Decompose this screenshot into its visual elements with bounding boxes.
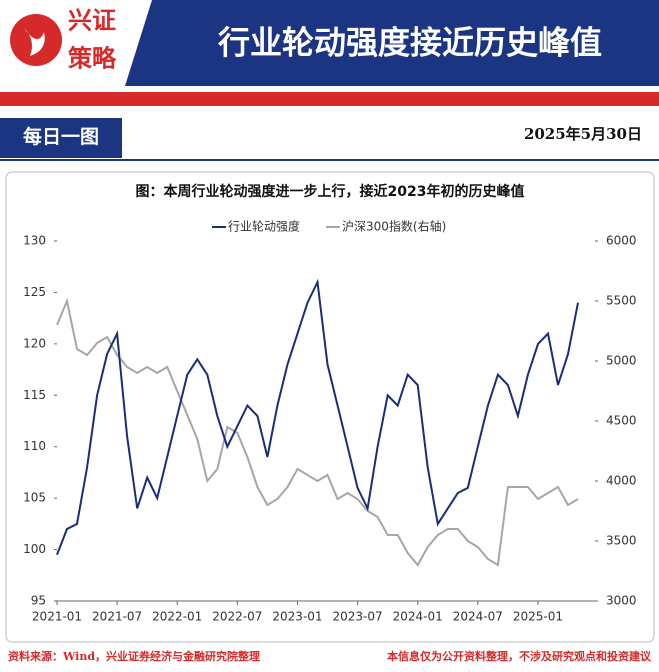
x-tick-label: 2025-01 — [513, 610, 563, 624]
y-tick-label: 95 — [31, 594, 46, 608]
y2-tick-label: 6000 — [606, 234, 637, 248]
chart-frame — [5, 171, 655, 643]
chart-title: 图：本周行业轮动强度进一步上行，接近2023年初的历史峰值 — [136, 183, 525, 200]
y2-tick-label: 5000 — [606, 354, 637, 368]
y-tick-label: 100 — [23, 542, 46, 556]
brand-bottom: 策略 — [68, 44, 117, 73]
legend-label: 沪深300指数(右轴) — [342, 219, 446, 234]
y-tick-label: 105 — [23, 491, 46, 505]
y2-tick-label: 3000 — [606, 594, 637, 608]
x-tick-label: 2024-01 — [393, 610, 443, 624]
logo-swirl — [24, 28, 45, 56]
series-line — [56, 278, 579, 556]
page-title: 行业轮动强度接近历史峰值 — [218, 24, 602, 62]
disclaimer: 本信息仅为公开资料整理，不涉及研究观点和投资建议 — [387, 649, 652, 663]
legend-label: 行业轮动强度 — [228, 219, 300, 234]
x-tick-label: 2023-01 — [272, 610, 322, 624]
date: 2025年5月30日 — [524, 125, 642, 143]
section-box — [0, 118, 122, 158]
x-tick-label: 2022-01 — [152, 610, 202, 624]
red-bar — [0, 92, 659, 106]
y2-tick-label: 5500 — [606, 294, 637, 308]
x-tick-label: 2024-07 — [453, 610, 503, 624]
y-tick-label: 125 — [23, 285, 46, 299]
series-line — [56, 297, 579, 567]
title-banner — [125, 0, 659, 86]
y-tick-label: 130 — [23, 234, 46, 248]
x-tick-label: 2021-07 — [92, 610, 142, 624]
y2-tick-label: 4500 — [606, 414, 637, 428]
x-tick-label: 2021-01 — [32, 610, 82, 624]
y-tick-label: 110 — [23, 439, 46, 453]
brand-top: 兴证 — [68, 6, 116, 35]
section-label: 每日一图 — [23, 125, 99, 148]
source: 资料来源：Wind，兴业证券经济与金融研究院整理 — [8, 649, 260, 663]
y2-tick-label: 3500 — [606, 534, 637, 548]
y2-tick-label: 4000 — [606, 474, 637, 488]
y-tick-label: 115 — [23, 388, 46, 402]
y-tick-label: 120 — [23, 336, 46, 350]
x-tick-label: 2022-07 — [212, 610, 262, 624]
x-tick-label: 2023-07 — [333, 610, 383, 624]
